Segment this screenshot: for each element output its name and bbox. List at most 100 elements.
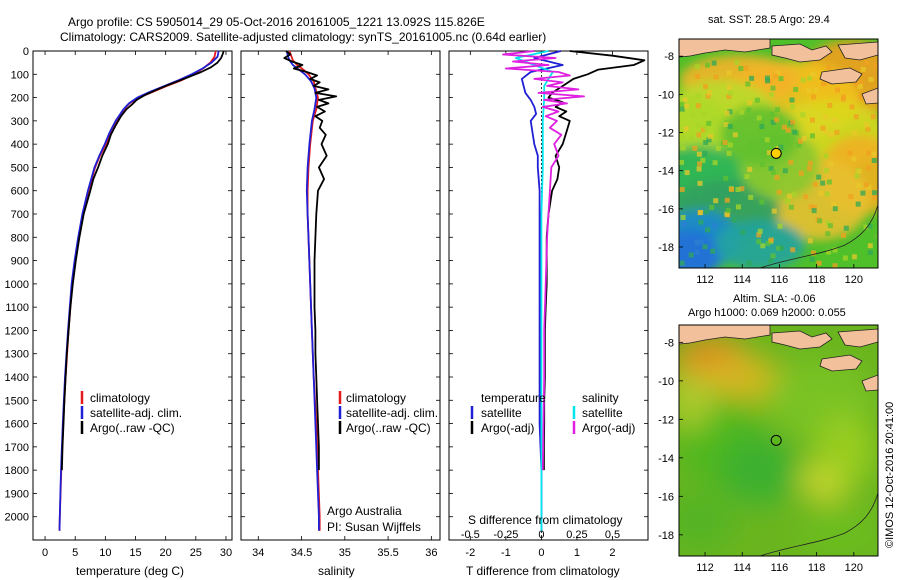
sst-pixel <box>776 245 782 251</box>
sla-color-patch <box>679 490 735 550</box>
lat-tick-label: -10 <box>658 376 674 388</box>
sst-pixel <box>723 121 729 127</box>
sst-pixel <box>825 245 831 251</box>
x-tick-label: 30 <box>220 547 232 559</box>
sst-pixel <box>739 109 745 115</box>
salinity-x-axis: 34 34.5 35 35.5 36 <box>252 51 437 559</box>
sst-pixel <box>868 77 874 82</box>
sst-pixel <box>787 193 793 199</box>
lon-tick-label: 112 <box>696 562 714 574</box>
lon-tick-label: 116 <box>771 562 789 574</box>
sst-pixel <box>735 187 741 192</box>
sla-color-patch <box>815 415 875 485</box>
sst-pixel <box>822 114 828 120</box>
lat-tick-label: -18 <box>658 530 674 542</box>
sla-color-patch <box>705 355 785 405</box>
land-flores <box>837 41 878 61</box>
sst-pixel <box>790 104 795 110</box>
sst-pixel <box>746 260 752 266</box>
sst-pixel <box>863 224 869 230</box>
x-tick-label: -2 <box>465 547 475 559</box>
sst-pixel <box>864 182 869 188</box>
sla-color-field <box>679 335 878 555</box>
x-tick-label: 0 <box>42 547 48 559</box>
sst-pixel <box>727 109 733 115</box>
sst-pixel <box>801 136 807 141</box>
sst-pixel <box>873 233 878 239</box>
series-line-climatology <box>58 50 217 531</box>
sst-pixel <box>770 169 776 175</box>
depth-tick-label: 100 <box>11 69 29 81</box>
depth-tick-label: 300 <box>11 116 29 128</box>
temperature-legend: climatology satellite-adj. clim. Argo(..… <box>80 391 182 435</box>
x-tick-label: 2 <box>609 547 615 559</box>
sst-pixel <box>827 102 833 108</box>
sla-map-axes: 112 114 116 118 120 -8 -10 -12 -14 -16 -18 <box>658 337 863 574</box>
sst-pixel <box>680 133 686 139</box>
land-java-bali <box>679 325 771 345</box>
sst-pixel <box>764 75 770 81</box>
sst-pixel <box>788 159 794 165</box>
depth-tick-label: 600 <box>11 186 29 198</box>
sst-pixel <box>849 104 855 110</box>
sst-pixel <box>765 78 770 84</box>
legend-title-temperature: temperature <box>481 391 546 405</box>
lon-tick-label: 114 <box>733 562 751 574</box>
header-line-2: Climatology: CARS2009. Satellite-adjuste… <box>60 30 546 44</box>
sla-map <box>679 325 878 556</box>
sst-pixel <box>778 144 784 150</box>
land-timor <box>861 374 878 392</box>
sst-pixel <box>679 159 684 165</box>
depth-tick-label: 200 <box>11 93 29 105</box>
sst-pixel <box>705 93 711 99</box>
sst-pixel <box>682 97 688 103</box>
sst-pixel <box>705 62 711 68</box>
sst-pixel <box>855 201 861 207</box>
sst-pixel <box>759 124 765 129</box>
sst-pixel <box>828 161 834 167</box>
legend-label-sal-satellite: satellite <box>582 406 623 420</box>
legend-label-satellite: satellite-adj. clim. <box>346 406 438 420</box>
sst-pixel <box>697 161 703 167</box>
depth-tick-label: 1500 <box>5 395 29 407</box>
lat-tick-label: -18 <box>658 242 674 254</box>
sst-pixel <box>754 97 760 103</box>
sst-pixel <box>708 133 713 139</box>
sst-pixel <box>743 65 749 71</box>
sst-pixel <box>705 227 711 233</box>
sst-pixel <box>790 119 796 125</box>
sst-pixel <box>745 81 751 87</box>
sst-pixel <box>729 187 735 192</box>
sst-pixel <box>684 103 690 109</box>
sla-land <box>679 325 878 392</box>
legend-label-climatology: climatology <box>90 391 150 405</box>
sst-pixel <box>856 182 861 188</box>
x-tick-label: 35.5 <box>377 547 398 559</box>
depth-tick-label: 500 <box>11 162 29 174</box>
sst-pixel <box>826 65 832 71</box>
sst-pixel <box>748 194 754 200</box>
sst-pixel <box>710 248 716 254</box>
land-sumba <box>819 67 863 85</box>
sst-pixel <box>706 137 712 143</box>
s-tick-label: -0.25 <box>493 529 518 541</box>
depth-tick-label: 1300 <box>5 349 29 361</box>
sst-pixel <box>807 75 813 81</box>
sst-pixel <box>779 245 785 251</box>
sst-pixel <box>765 240 771 246</box>
sst-pixel <box>811 208 817 214</box>
sst-pixel <box>679 260 685 266</box>
land-java-bali <box>679 39 771 58</box>
land-sumba <box>819 354 863 372</box>
sst-pixel <box>768 258 774 264</box>
sst-pixel <box>759 118 765 124</box>
float-position-marker <box>770 434 782 446</box>
sst-pixel <box>852 130 858 136</box>
s-tick-label: -0.5 <box>461 529 480 541</box>
depth-tick-label: 1000 <box>5 279 29 291</box>
sst-pixel <box>679 101 685 107</box>
sst-pixel <box>785 198 790 204</box>
sst-pixel <box>698 219 704 225</box>
sst-pixel <box>831 202 837 208</box>
